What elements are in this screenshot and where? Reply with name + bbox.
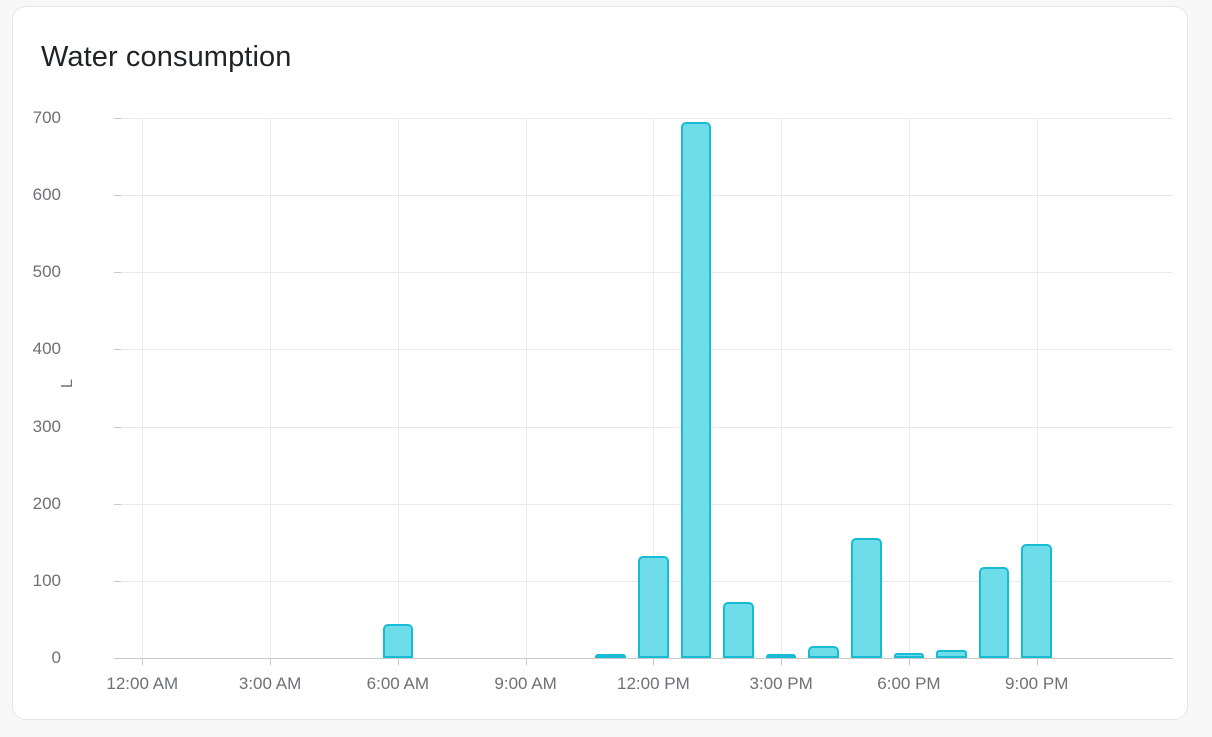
y-tick-label: 500	[32, 262, 61, 282]
y-gridline	[121, 426, 1173, 428]
x-tick-mark	[397, 658, 399, 665]
y-tick-mark	[114, 349, 121, 351]
x-tick-label: 12:00 PM	[616, 674, 690, 693]
water-consumption-bar-chart: L 0 100 200 300 400 500 600 700 12:00 AM 3:00 AM 6…	[13, 7, 1189, 721]
x-tick-mark	[781, 658, 783, 665]
x-gridline	[781, 118, 783, 658]
x-tick-mark	[908, 658, 910, 665]
y-gridline	[121, 272, 1173, 274]
y-tick-label: 200	[32, 493, 61, 513]
y-gridline	[121, 503, 1173, 505]
bar[interactable]	[851, 537, 882, 658]
x-tick-label: 3:00 AM	[238, 674, 302, 693]
x-gridline	[397, 118, 399, 658]
y-tick-label: 300	[32, 416, 61, 436]
bar[interactable]	[1021, 543, 1053, 658]
x-tick-label: 3:00 PM	[749, 674, 813, 693]
bar[interactable]	[936, 650, 967, 658]
page-title: Water consumption	[41, 41, 292, 73]
x-axis-line	[115, 658, 1173, 659]
x-tick-label: 6:00 AM	[366, 674, 430, 693]
y-tick-label: 400	[32, 339, 61, 359]
x-gridline	[1036, 118, 1038, 658]
x-tick-label: 9:00 AM	[494, 674, 557, 693]
x-gridline	[270, 118, 272, 658]
x-tick-label: 12:00 AM	[106, 674, 179, 693]
y-gridline	[121, 118, 1173, 119]
x-tick-mark	[270, 658, 272, 665]
bar[interactable]	[893, 652, 925, 658]
y-tick-mark	[114, 272, 121, 274]
y-gridline	[121, 195, 1173, 197]
x-gridline	[525, 118, 527, 658]
x-tick-mark	[142, 658, 144, 665]
x-tick-label: 6:00 PM	[877, 674, 941, 693]
y-gridline	[121, 349, 1173, 351]
bar[interactable]	[382, 624, 414, 658]
x-gridline	[908, 118, 910, 658]
y-tick-mark	[114, 503, 121, 505]
y-tick-label: 700	[32, 108, 61, 127]
water-consumption-card: Water consumption L 0 100 200 300 400 500 600 7…	[12, 6, 1188, 720]
y-tick-label: 100	[32, 570, 61, 590]
bar[interactable]	[723, 602, 754, 658]
bar[interactable]	[638, 556, 669, 658]
bar[interactable]	[808, 646, 840, 658]
x-gridline	[653, 118, 655, 658]
y-tick-label: 0	[51, 648, 61, 667]
x-tick-label: 9:00 PM	[1005, 674, 1069, 693]
y-tick-mark	[114, 580, 121, 582]
x-gridline	[142, 118, 144, 658]
bar[interactable]	[595, 654, 627, 658]
bar[interactable]	[680, 121, 712, 658]
bar[interactable]	[978, 566, 1010, 658]
bar[interactable]	[765, 654, 797, 658]
y-tick-mark	[114, 426, 121, 428]
y-tick-label: 600	[32, 185, 61, 205]
plot-area: 0 100 200 300 400 500 600 700 12:00 AM 3:00 AM 6:0…	[33, 108, 1173, 693]
x-tick-mark	[1036, 658, 1038, 665]
y-tick-mark	[114, 118, 121, 119]
y-tick-mark	[114, 195, 121, 197]
y-tick-mark	[114, 658, 121, 659]
x-tick-mark	[653, 658, 655, 665]
x-tick-mark	[525, 658, 527, 665]
y-axis-title: L	[59, 379, 76, 388]
